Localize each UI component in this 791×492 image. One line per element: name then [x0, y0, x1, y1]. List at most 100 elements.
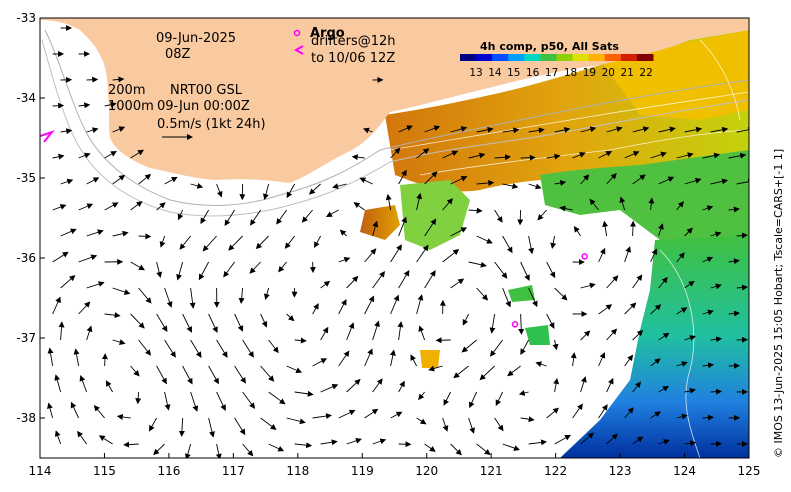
current-vector	[632, 274, 643, 289]
current-vector	[736, 284, 749, 291]
current-vector	[268, 339, 279, 354]
current-vector	[517, 209, 524, 226]
current-vector	[208, 313, 218, 334]
current-vector	[276, 209, 287, 225]
current-vector	[52, 251, 69, 263]
current-vector	[442, 249, 460, 263]
current-vector	[104, 101, 117, 108]
current-vector	[224, 209, 235, 227]
current-vector	[286, 183, 296, 199]
current-vector	[86, 76, 99, 83]
current-vector	[389, 349, 396, 367]
current-vector	[112, 230, 129, 237]
current-vector	[450, 443, 462, 456]
scale-label: 0.5m/s (1kt 24h)	[157, 117, 266, 132]
colorbar	[460, 54, 654, 61]
current-vector	[502, 287, 511, 308]
colorbar-label: 17	[545, 67, 558, 79]
current-vector	[494, 154, 512, 161]
current-vector	[398, 169, 407, 185]
colorbar-label: 20	[602, 67, 615, 79]
current-vector	[495, 391, 504, 406]
current-vector	[86, 127, 99, 134]
colorbar-label: 18	[564, 67, 577, 79]
current-vector	[189, 287, 196, 309]
current-vector	[78, 254, 98, 263]
current-vector	[156, 313, 168, 333]
current-vector	[86, 229, 104, 237]
current-vector	[580, 282, 596, 289]
current-vector	[255, 235, 269, 250]
current-vector	[234, 365, 246, 384]
current-vector	[47, 347, 54, 367]
current-vector	[552, 339, 559, 351]
current-vector	[676, 201, 684, 211]
current-vector	[190, 391, 199, 412]
current-vector	[138, 287, 152, 304]
current-vector	[502, 127, 520, 134]
current-vector	[363, 127, 373, 134]
current-vector	[416, 192, 423, 211]
current-vector	[332, 183, 347, 190]
current-vector	[390, 147, 401, 159]
current-vector	[658, 176, 675, 185]
current-vector	[176, 261, 184, 281]
current-vector	[710, 231, 722, 238]
current-vectors	[47, 24, 749, 458]
current-vector	[442, 417, 449, 432]
current-vector	[416, 148, 430, 159]
current-vector	[164, 391, 171, 411]
current-vector	[372, 271, 386, 289]
current-vector	[546, 407, 560, 419]
colorbar-label: 21	[621, 67, 634, 79]
current-vector	[450, 278, 465, 289]
colorbar-label: 22	[639, 67, 652, 79]
x-tick-label: 125	[738, 464, 761, 478]
current-vector	[546, 313, 555, 329]
x-tick-label: 120	[415, 464, 438, 478]
current-vector	[164, 287, 173, 308]
current-vector	[390, 294, 400, 315]
current-vector	[364, 295, 375, 315]
current-vector	[156, 365, 167, 385]
current-vector	[598, 404, 608, 419]
current-vector	[238, 287, 245, 304]
current-vector	[476, 126, 494, 133]
map-date: 09-Jun-2025	[156, 31, 236, 46]
current-vector	[598, 151, 613, 159]
current-vector	[650, 358, 661, 367]
current-vector	[398, 269, 410, 289]
argo-legend-icon	[293, 29, 301, 37]
current-vector	[294, 390, 314, 397]
current-vector	[632, 174, 646, 185]
current-vector	[208, 417, 215, 438]
current-vector	[301, 209, 313, 223]
current-vector	[443, 391, 452, 406]
current-vector	[338, 409, 356, 419]
current-vector	[54, 430, 62, 445]
current-vector	[632, 381, 642, 393]
current-vector	[58, 321, 65, 341]
current-vector	[216, 339, 228, 358]
current-vector	[546, 261, 556, 279]
current-vector	[624, 151, 640, 159]
current-vector	[658, 223, 664, 237]
current-vector	[314, 235, 322, 248]
colorbar-swatch	[492, 54, 509, 61]
current-vector	[442, 150, 459, 159]
current-vector	[135, 391, 142, 405]
current-vector	[346, 275, 359, 289]
current-vector	[598, 304, 613, 315]
colorbar-labels: 13 14 15 16 17 18 19 20 21 22	[469, 67, 652, 79]
current-vector	[550, 235, 557, 249]
current-vector	[580, 174, 590, 185]
current-vector	[153, 443, 165, 456]
x-tick-label: 121	[480, 464, 503, 478]
current-vector	[632, 126, 650, 133]
credit-text: © IMOS 13-Jun-2025 15:05 Hobart; Tscale=…	[772, 149, 785, 458]
current-vector	[346, 437, 362, 445]
colorbar-title: 4h comp, p50, All Sats	[480, 40, 619, 53]
current-vector	[312, 413, 332, 420]
current-vector	[476, 235, 493, 244]
current-vector	[507, 365, 521, 377]
